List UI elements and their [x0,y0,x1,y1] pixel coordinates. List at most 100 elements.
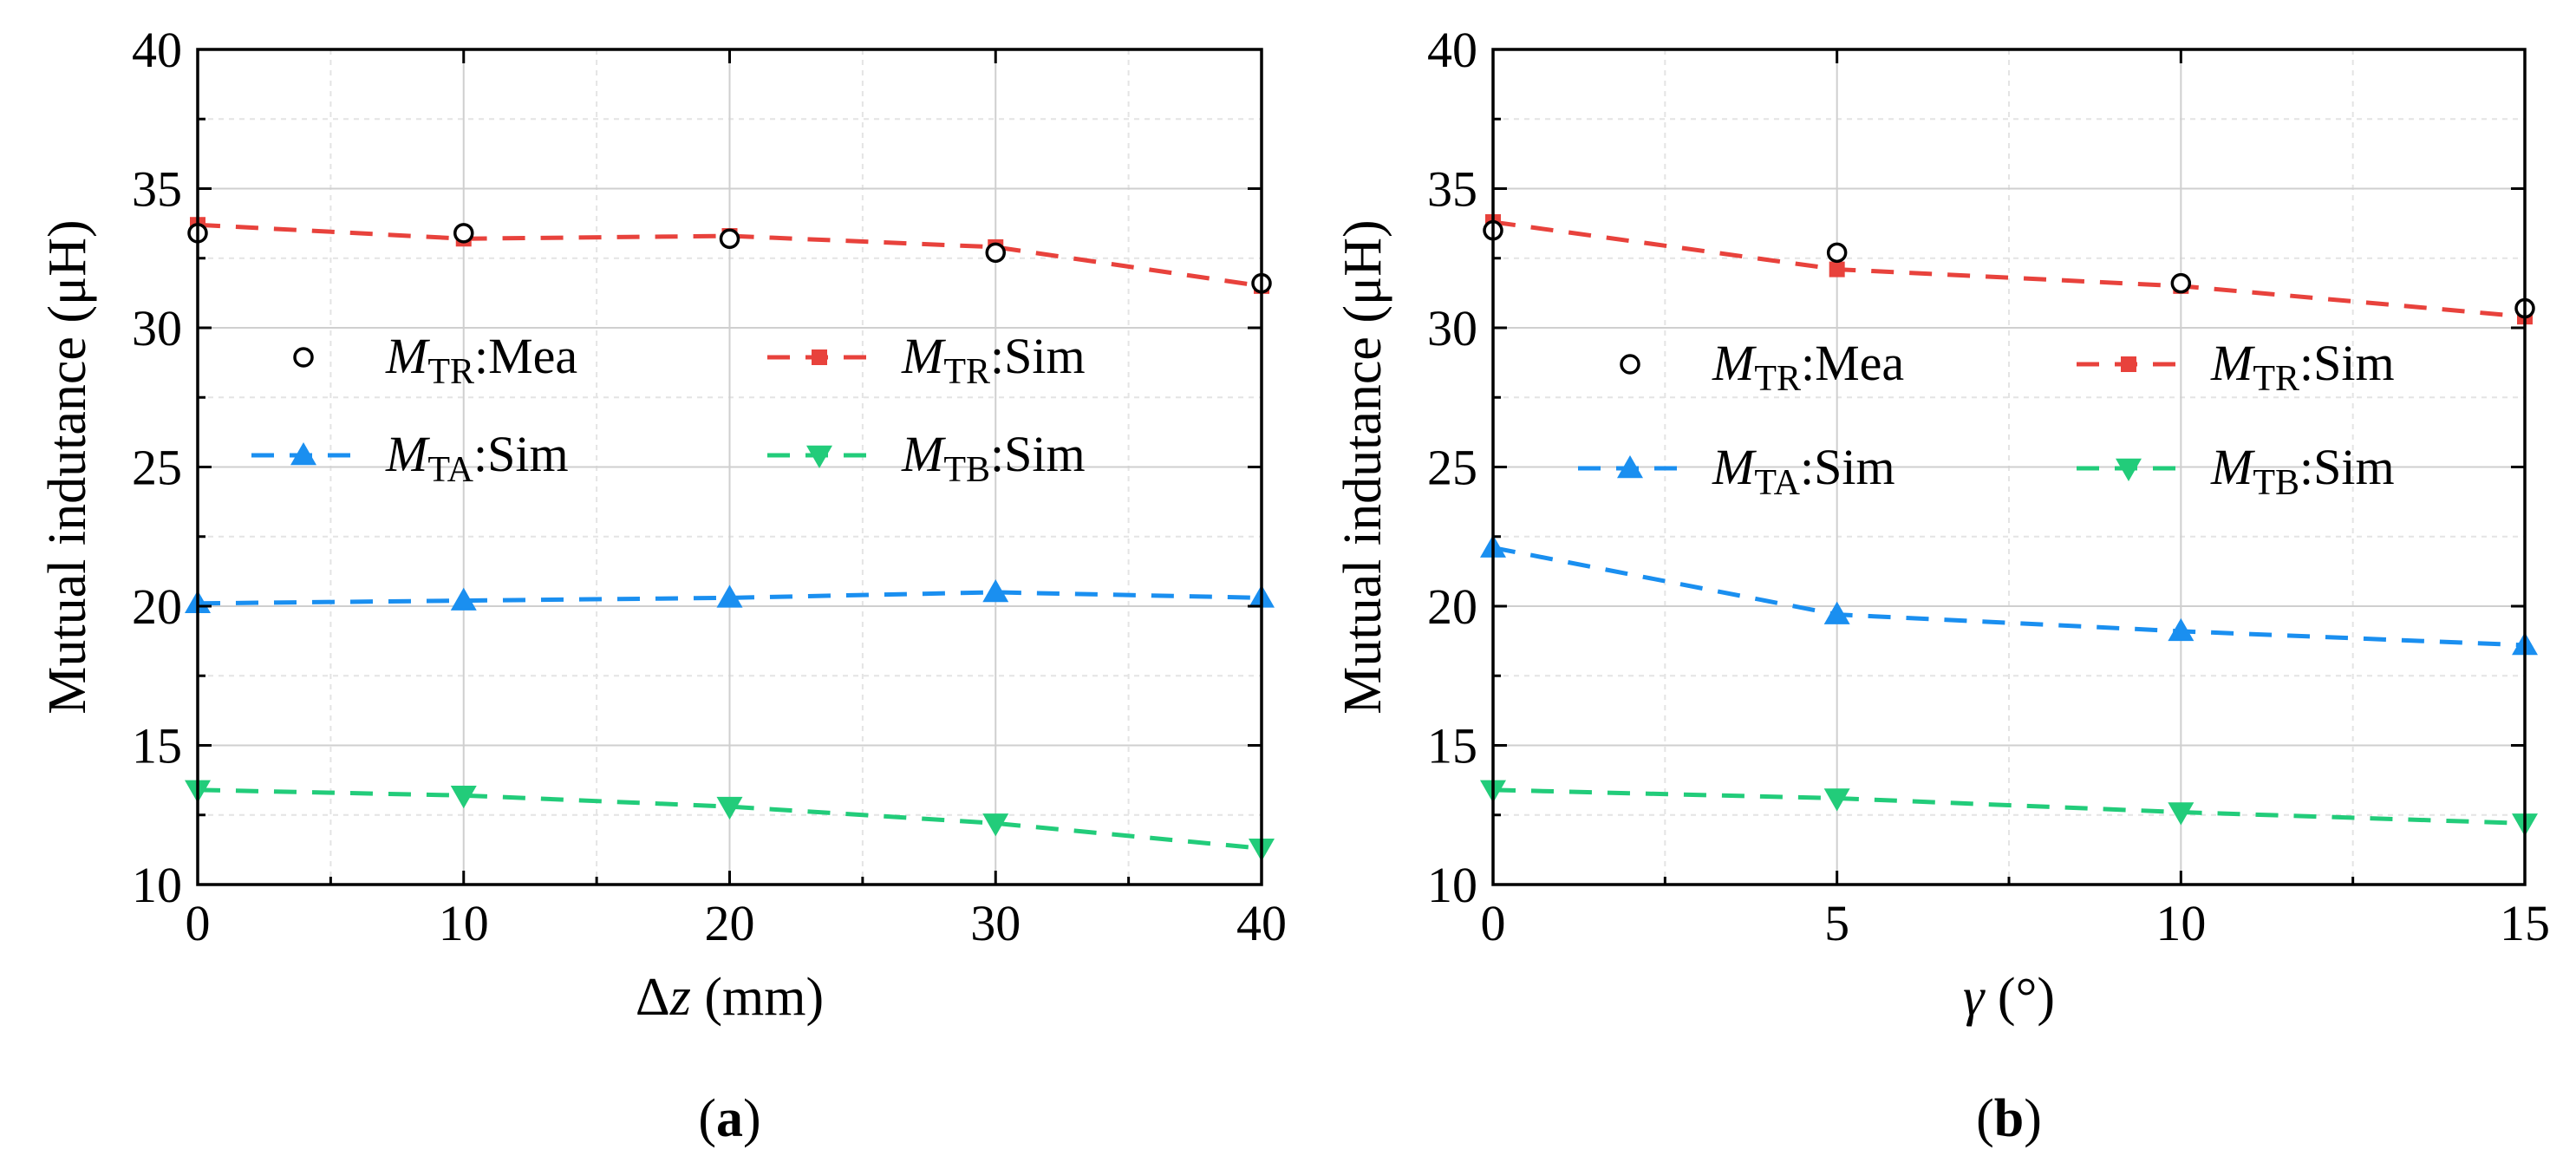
data-point [450,786,477,809]
legend-entry-ta: MTA:Sim [1578,439,1895,503]
legend-subscript: TB [943,450,990,490]
x-axis-label-prefix: Δ [636,968,670,1027]
legend-subscript: TR [2253,359,2299,399]
y-tick-label: 20 [132,578,182,635]
x-tick-label: 5 [1824,895,1849,951]
legend-suffix: :Sim [2299,439,2395,495]
legend-symbol: M [1712,335,1757,391]
y-tick-label: 30 [132,300,182,356]
chart-panel-b: 10 15 20 25 30 35 40 0 5 10 15 γ (°) Mutual indutanc… [1334,22,2550,1148]
x-tick-label: 0 [1481,895,1506,951]
legend-symbol: M [2210,439,2255,495]
legend-marker [290,442,316,466]
y-tick-label: 15 [1427,718,1477,774]
panel-label: (b) [1976,1089,2042,1148]
legend-entry-ta: MTA:Sim [251,426,569,490]
panel-label-open: ( [1976,1089,1994,1148]
data-point [1826,242,1848,264]
y-tick-label: 10 [132,857,182,913]
x-tick-label: 40 [1236,895,1287,951]
data-point [985,242,1006,264]
legend-entry-tb: MTB:Sim [2077,439,2395,503]
y-tick-label: 35 [1427,161,1477,218]
x-axis-label-var: z [669,968,691,1027]
legend-entry-tr: MTR:Sim [767,328,1086,392]
panel-label-close: ) [2024,1089,2042,1148]
legend-entry-tb: MTB:Sim [767,426,1086,490]
data-point [716,584,743,608]
legend-suffix: :Mea [1801,335,1904,391]
legend-subscript: TB [2253,463,2299,503]
legend-marker [2116,458,2142,481]
series-line [1492,219,2526,319]
legend-symbol: M [385,328,430,384]
x-axis-label-unit: (°) [1984,968,2055,1027]
x-tick-label: 10 [2155,895,2206,951]
legend-label: MTR:Mea [385,328,577,392]
y-axis-label: Mutual indutance (μH) [1334,219,1392,714]
data-point [450,587,477,611]
x-axis-label-var: γ [1963,968,1986,1027]
legend-label: MTB:Sim [901,426,1086,490]
x-tick-label: 10 [439,895,489,951]
legend-label: MTR:Sim [901,328,1086,392]
panel-label: (a) [698,1089,760,1148]
legend-subscript: TR [943,352,990,392]
legend-label: MTB:Sim [2210,439,2395,503]
legend-subscript: TR [427,352,474,392]
legend-marker [2121,356,2136,372]
y-tick-label: 35 [132,161,182,218]
legend-label: MTA:Sim [385,426,569,490]
legend-label: MTR:Sim [2210,335,2395,399]
x-axis-label: Δz (mm) [636,968,824,1027]
y-axis-label: Mutual indutance (μH) [38,219,97,714]
legend-suffix: :Mea [474,328,577,384]
data-point [716,796,743,820]
data-point [2168,802,2194,826]
legend-entry-tr: MTR:Sim [2077,335,2395,399]
legend-suffix: :Sim [990,328,1086,384]
legend-symbol: M [385,426,430,482]
data-point [719,228,740,250]
y-tick-label: 40 [132,22,182,78]
legend-suffix: :Sim [990,426,1086,482]
x-tick-label: 20 [705,895,755,951]
x-tick-label: 15 [2500,895,2550,951]
y-tick-label: 40 [1427,22,1477,78]
legend-suffix: :Sim [1800,439,1895,495]
legend-marker [806,445,832,468]
series-line [197,787,1262,851]
y-tick-label: 25 [132,440,182,496]
y-tick-label: 10 [1427,857,1477,913]
data-point [1829,261,1845,278]
legend-symbol: M [1712,439,1757,495]
series-line [1492,787,2526,826]
x-tick-label: 0 [186,895,211,951]
data-point [1823,601,1850,624]
legend-marker [293,347,314,368]
panel-label-letter: a [716,1089,743,1148]
legend-entry-tr-mea: MTR:Mea [1620,335,1904,399]
legend-subscript: TA [1754,463,1800,503]
legend-marker [1620,354,1640,375]
legend-marker [1617,455,1643,479]
data-point [453,223,474,244]
data-point [1823,788,1850,812]
y-tick-label: 30 [1427,300,1477,356]
y-tick-label: 15 [132,718,182,774]
legend-symbol: M [901,426,946,482]
legend-subscript: TA [427,450,473,490]
legend-label: MTA:Sim [1712,439,1895,503]
panel-label-letter: b [1994,1089,2024,1148]
legend-suffix: :Sim [473,426,569,482]
legend-marker [812,349,827,365]
y-tick-label: 25 [1427,440,1477,496]
panel-label-close: ) [743,1089,761,1148]
legend-symbol: M [901,328,946,384]
legend-entry-tr-mea: MTR:Mea [293,328,577,392]
x-tick-label: 30 [970,895,1021,951]
